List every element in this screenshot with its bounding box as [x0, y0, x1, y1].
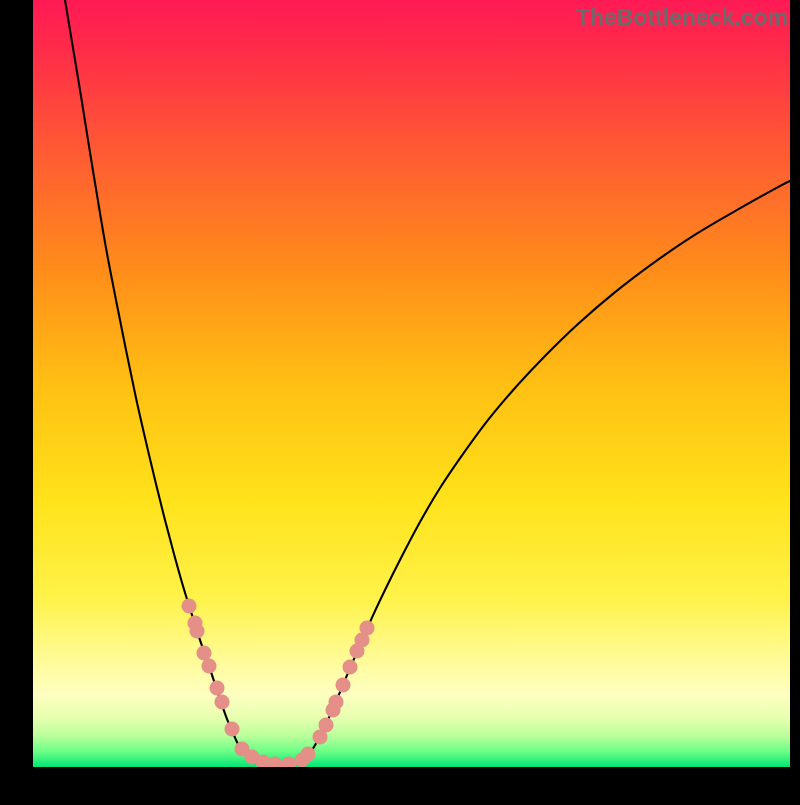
data-marker [190, 624, 204, 638]
chart-container: TheBottleneck.com [0, 0, 800, 800]
data-marker [360, 621, 374, 635]
data-marker [225, 722, 239, 736]
chart-svg [0, 0, 800, 800]
data-marker [202, 659, 216, 673]
data-marker [336, 678, 350, 692]
data-marker [210, 681, 224, 695]
data-marker [329, 695, 343, 709]
data-marker [215, 695, 229, 709]
plot-gradient [33, 0, 790, 767]
data-marker [343, 660, 357, 674]
data-marker [319, 718, 333, 732]
data-marker [182, 599, 196, 613]
data-marker [197, 646, 211, 660]
watermark-text: TheBottleneck.com [576, 4, 788, 31]
data-marker [301, 747, 315, 761]
